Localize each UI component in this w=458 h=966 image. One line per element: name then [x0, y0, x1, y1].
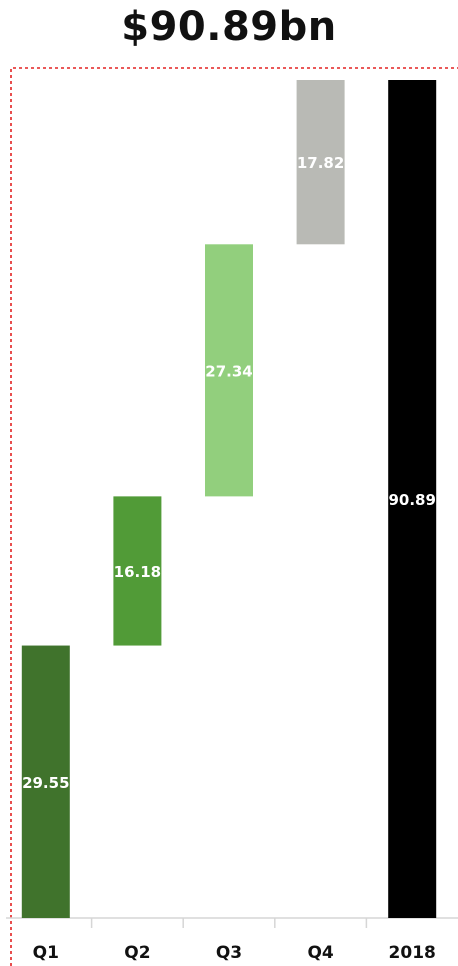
data-label-q2: 16.18	[114, 563, 161, 581]
bar-q4	[296, 80, 345, 245]
x-tick-label-q3: Q3	[216, 943, 242, 963]
data-label-2018: 90.89	[388, 491, 435, 509]
chart-title: $90.89bn	[121, 4, 337, 50]
x-tick-label-q2: Q2	[124, 943, 150, 963]
data-label-q1: 29.55	[22, 774, 69, 792]
annotation-frame	[10, 67, 458, 966]
x-tick-label-q4: Q4	[307, 943, 333, 963]
data-label-q3: 27.34	[205, 362, 252, 380]
x-tick-label-q1: Q1	[33, 943, 59, 963]
bar-2018	[388, 80, 437, 918]
bar-q1	[21, 645, 70, 918]
bar-q3	[205, 244, 253, 497]
x-tick-label-2018: 2018	[389, 943, 436, 963]
bar-q2	[113, 496, 162, 646]
data-label-q4: 17.82	[297, 154, 344, 172]
